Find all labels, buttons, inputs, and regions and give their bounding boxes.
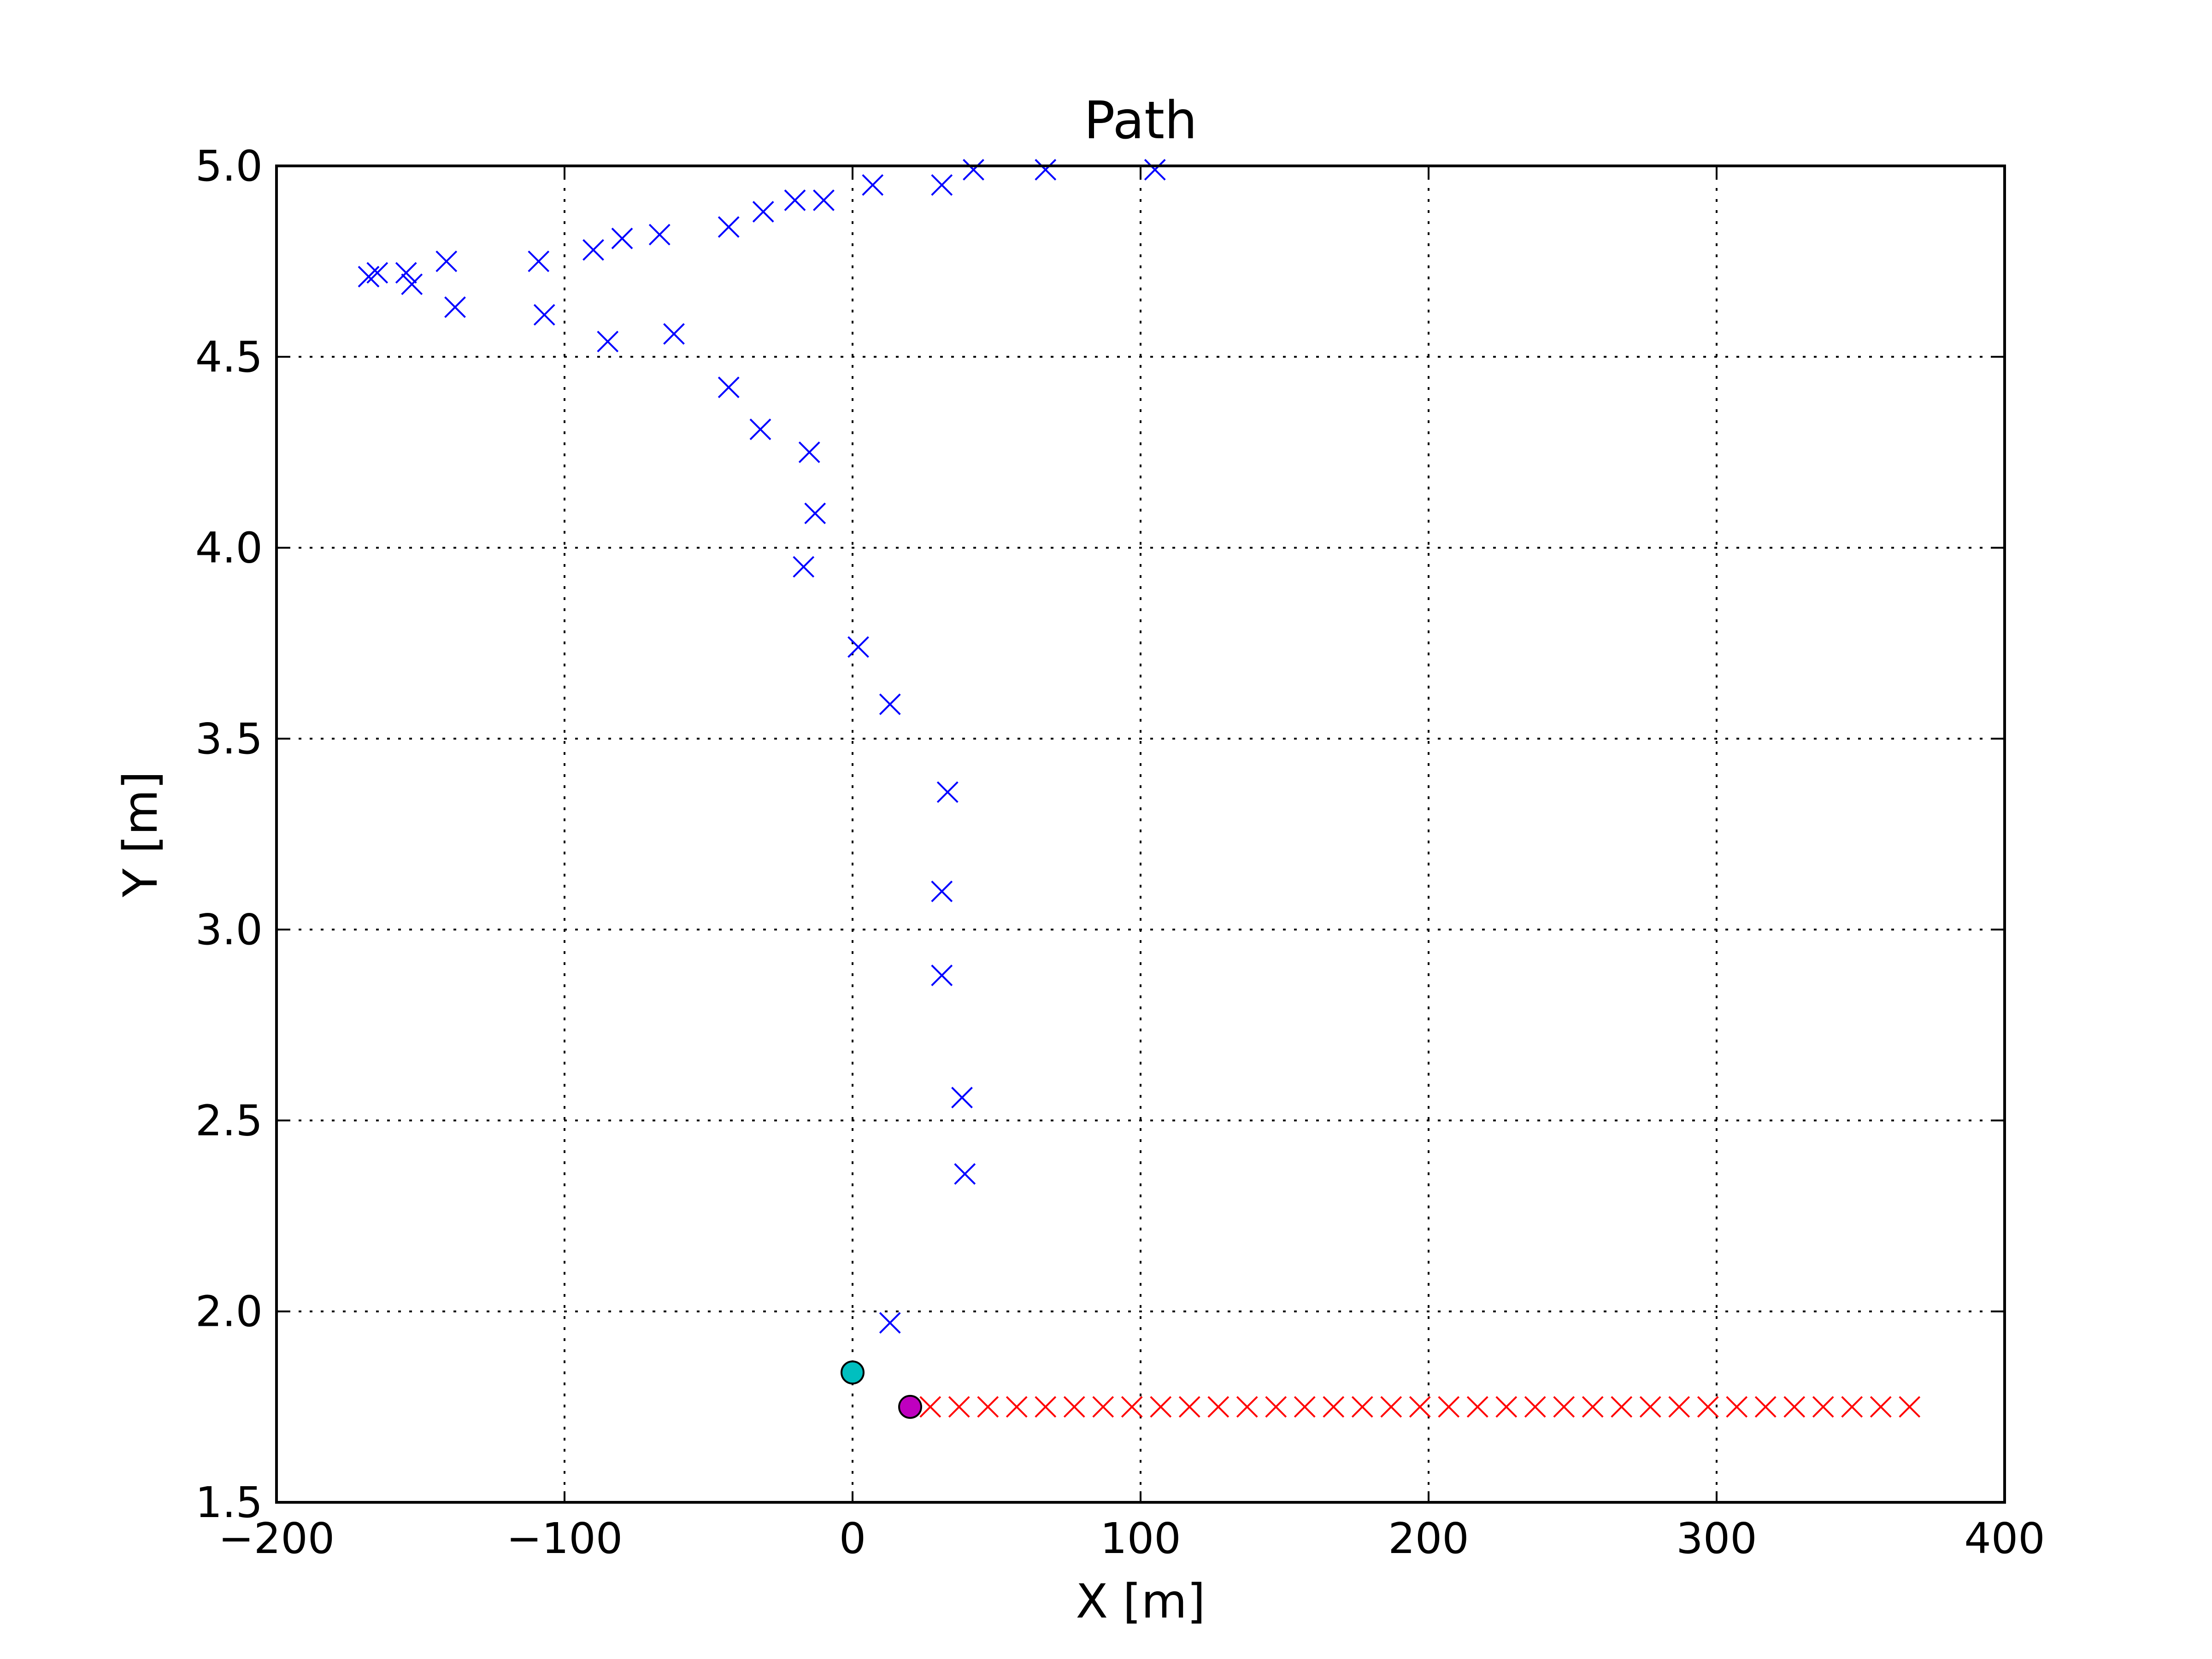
x-marker-point [1495, 1396, 1518, 1418]
x-marker-point [931, 965, 953, 986]
x-marker-point [648, 224, 671, 246]
x-marker-point [963, 159, 984, 181]
x-marker-point [582, 239, 604, 261]
x-marker-point [749, 418, 771, 441]
x-marker-point [1466, 1396, 1488, 1418]
x-marker-point [1611, 1396, 1633, 1418]
x-marker-point [533, 304, 555, 326]
x-marker-point [1899, 1396, 1921, 1418]
x-marker-point [919, 1396, 941, 1418]
y-tick-label: 3.5 [195, 714, 263, 764]
x-marker-point [663, 323, 685, 345]
x-marker-point [1639, 1396, 1661, 1418]
x-marker-point [528, 250, 550, 272]
x-marker-point [1006, 1396, 1028, 1418]
x-marker-point [401, 273, 423, 295]
y-tick-label: 5.0 [195, 141, 263, 191]
x-marker-point [1121, 1396, 1143, 1418]
y-tick-label: 2.5 [195, 1096, 263, 1145]
x-marker-point [1207, 1396, 1230, 1418]
chart-title: Path [1084, 91, 1197, 151]
x-marker-point [718, 216, 740, 238]
x-marker-point [798, 441, 820, 463]
x-marker-point [1668, 1396, 1690, 1418]
x-marker-point [879, 693, 901, 715]
x-marker-point [1035, 159, 1057, 181]
y-tick-label: 1.5 [195, 1478, 263, 1527]
x-marker-point [1697, 1396, 1719, 1418]
y-tick-label: 3.0 [195, 905, 263, 954]
x-marker-point [395, 262, 417, 284]
x-marker-point [936, 781, 959, 803]
x-marker-point [1754, 1396, 1777, 1418]
grid-lines [276, 166, 2005, 1502]
x-marker-point [1870, 1396, 1892, 1418]
x-marker-point [1438, 1396, 1460, 1418]
x-tick-label: −100 [506, 1514, 623, 1563]
x-tick-label: 300 [1676, 1514, 1757, 1563]
x-marker-point [954, 1163, 976, 1185]
x-marker-point [1178, 1396, 1200, 1418]
x-marker-point [752, 201, 774, 223]
x-marker-point [948, 1396, 970, 1418]
x-marker-point [1150, 1396, 1172, 1418]
x-marker-point [366, 262, 388, 284]
x-axis-label: X [m] [1076, 1574, 1205, 1629]
x-marker-point [1236, 1396, 1258, 1418]
x-marker-point [847, 636, 869, 658]
data-markers [358, 159, 1921, 1419]
x-marker-point [1524, 1396, 1546, 1418]
x-marker-point [444, 296, 466, 318]
x-marker-point [951, 1087, 973, 1109]
x-marker-point [1351, 1396, 1373, 1418]
x-marker-point [784, 189, 806, 211]
x-marker-point [931, 880, 953, 902]
x-marker-point [1092, 1396, 1114, 1418]
x-marker-point [718, 377, 740, 398]
x-marker-point [931, 174, 953, 196]
x-marker-point [1323, 1396, 1345, 1418]
x-marker-point [977, 1396, 999, 1418]
x-marker-point [804, 502, 826, 524]
x-tick-label: 100 [1100, 1514, 1181, 1563]
x-marker-point [1812, 1396, 1834, 1418]
x-marker-point [813, 189, 835, 211]
x-tick-label: 0 [839, 1514, 866, 1563]
x-marker-point [1035, 1396, 1057, 1418]
x-tick-label: −200 [218, 1514, 335, 1563]
x-marker-point [1553, 1396, 1575, 1418]
x-marker-point [1841, 1396, 1863, 1418]
x-tick-label: 200 [1388, 1514, 1469, 1563]
y-tick-label: 2.0 [195, 1287, 263, 1336]
x-marker-point [597, 330, 619, 353]
x-marker-point [1063, 1396, 1085, 1418]
x-marker-point [879, 1312, 901, 1334]
x-marker-point [1582, 1396, 1604, 1418]
axis-ticks: −200 −100 0 100 200 300 400 1.5 2.0 2.5 3.0 3.5 4.0 4… [195, 141, 2045, 1563]
circle-marker-point [841, 1360, 865, 1385]
x-marker-point [611, 228, 633, 249]
y-axis-label: Y [m] [113, 771, 168, 898]
x-marker-point [1294, 1396, 1316, 1418]
x-marker-point [435, 250, 458, 272]
x-marker-point [793, 556, 815, 578]
x-marker-point [1726, 1396, 1748, 1418]
circle-marker-point [898, 1394, 922, 1419]
x-tick-label: 400 [1964, 1514, 2045, 1563]
x-marker-point [1409, 1396, 1431, 1418]
x-marker-point [1144, 159, 1166, 181]
x-marker-point [1380, 1396, 1402, 1418]
y-tick-label: 4.0 [195, 524, 263, 573]
x-marker-point [862, 174, 884, 196]
x-marker-point [1783, 1396, 1806, 1418]
y-tick-label: 4.5 [195, 332, 263, 382]
x-marker-point [1265, 1396, 1287, 1418]
